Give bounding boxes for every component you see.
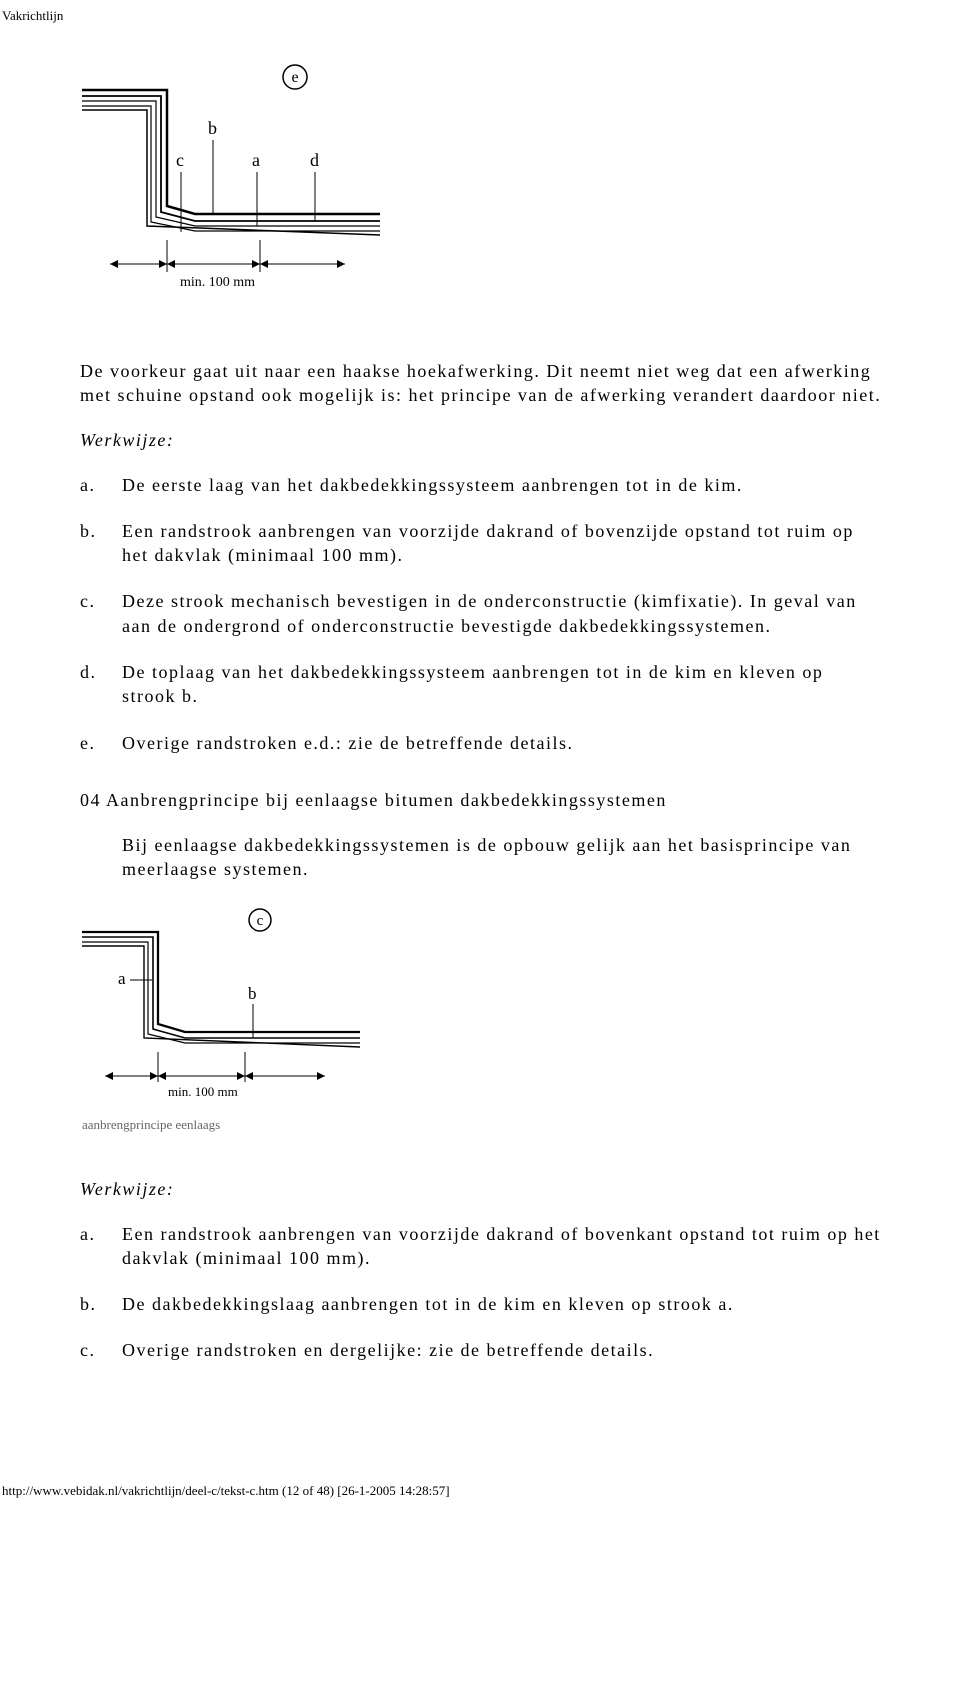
figure-1: e b c a d — [80, 54, 882, 324]
step-text: Deze strook mechanisch bevestigen in de … — [122, 591, 857, 635]
svg-text:c: c — [176, 150, 184, 170]
step-text: Een randstrook aanbrengen van voorzijde … — [122, 521, 854, 565]
step-marker: b. — [80, 1292, 97, 1316]
diagram-1-svg: e b c a d — [80, 54, 390, 319]
step-text: De toplaag van het dakbedekkingssysteem … — [122, 662, 823, 706]
svg-text:a: a — [252, 150, 260, 170]
svg-text:d: d — [310, 150, 319, 170]
intro-paragraph: De voorkeur gaat uit naar een haakse hoe… — [80, 359, 882, 408]
step-item: d.De toplaag van het dakbedekkingssystee… — [122, 660, 882, 709]
step-item: c.Overige randstroken en dergelijke: zie… — [122, 1338, 882, 1362]
svg-text:e: e — [291, 69, 298, 86]
step-text: De eerste laag van het dakbedekkingssyst… — [122, 475, 743, 495]
svg-text:c: c — [257, 913, 264, 929]
step-marker: e. — [80, 731, 96, 755]
step-marker: d. — [80, 660, 97, 684]
step-item: b.Een randstrook aanbrengen van voorzijd… — [122, 519, 882, 568]
step-text: Een randstrook aanbrengen van voorzijde … — [122, 1224, 881, 1268]
svg-text:a: a — [118, 969, 126, 988]
page-content: e b c a d — [0, 54, 960, 1363]
svg-text:min. 100 mm: min. 100 mm — [168, 1084, 238, 1099]
page-footer: http://www.vebidak.nl/vakrichtlijn/deel-… — [0, 1483, 960, 1499]
werkwijze-label-2: Werkwijze: — [80, 1179, 882, 1200]
step-marker: a. — [80, 473, 96, 497]
section-04-body: Bij eenlaagse dakbedekkingssystemen is d… — [80, 833, 882, 882]
step-marker: c. — [80, 589, 96, 613]
section-04-title: 04 Aanbrengprincipe bij eenlaagse bitume… — [80, 790, 882, 811]
svg-text:b: b — [248, 984, 257, 1003]
step-item: e.Overige randstroken e.d.: zie de betre… — [122, 731, 882, 755]
step-marker: b. — [80, 519, 97, 543]
step-item: a.Een randstrook aanbrengen van voorzijd… — [122, 1222, 882, 1271]
svg-text:aanbrengprincipe eenlaags: aanbrengprincipe eenlaags — [82, 1117, 220, 1132]
step-text: Overige randstroken e.d.: zie de betreff… — [122, 733, 574, 753]
step-text: Overige randstroken en dergelijke: zie d… — [122, 1340, 654, 1360]
page-header: Vakrichtlijn — [0, 8, 960, 24]
figure-2: c a b — [80, 904, 882, 1144]
step-text: De dakbedekkingslaag aanbrengen tot in d… — [122, 1294, 734, 1314]
section-04-paragraph: Bij eenlaagse dakbedekkingssystemen is d… — [122, 833, 882, 882]
diagram-2-svg: c a b — [80, 904, 375, 1139]
step-item: c.Deze strook mechanisch bevestigen in d… — [122, 589, 882, 638]
step-marker: a. — [80, 1222, 96, 1246]
page: Vakrichtlijn e b c a — [0, 0, 960, 1499]
werkwijze-label-1: Werkwijze: — [80, 430, 882, 451]
svg-text:b: b — [208, 118, 217, 138]
steps-list-2: a. Een randstrook aanbrengen van voorzijd… — [80, 1222, 882, 1363]
svg-text:min. 100 mm: min. 100 mm — [180, 275, 255, 290]
step-item: b.De dakbedekkingslaag aanbrengen tot in… — [122, 1292, 882, 1316]
step-item: a.De eerste laag van het dakbedekkingssy… — [122, 473, 882, 497]
steps-list-1: a. De eerste laag van het dakbedekkingssy… — [80, 473, 882, 755]
step-marker: c. — [80, 1338, 96, 1362]
